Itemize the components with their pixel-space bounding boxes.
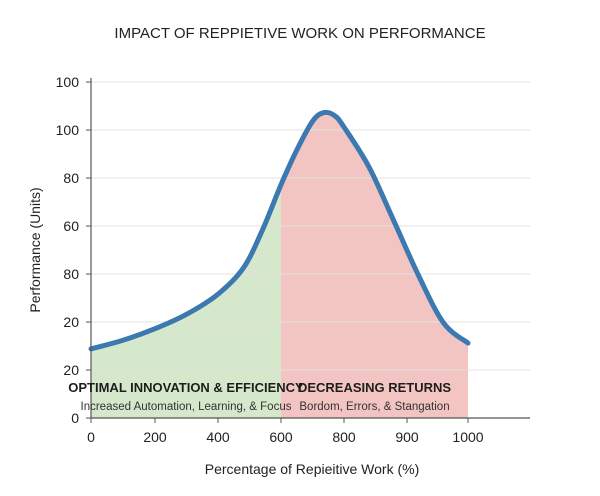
- y-tick-label: 20: [63, 314, 79, 330]
- zone-text-layer: OPTIMAL INNOVATION & EFFICIENCY Increased…: [68, 380, 451, 413]
- y-tick-label: 20: [63, 362, 79, 378]
- x-tick-label: 0: [87, 429, 95, 445]
- y-tick-label: 80: [63, 266, 79, 282]
- y-tick-label: 80: [63, 170, 79, 186]
- x-tick-label: 900: [395, 429, 419, 445]
- x-tick-label: 600: [269, 429, 293, 445]
- zone-title-2: DECREASING RETURNS: [298, 380, 451, 395]
- zone-area-1: [91, 184, 281, 418]
- zone-area-2: [281, 112, 468, 418]
- grid-layer: [91, 81, 530, 371]
- x-tick-label: 400: [206, 429, 230, 445]
- line-layer: [88, 109, 471, 352]
- chart-title: IMPACT OF REPPIETIVE WORK ON PERFORMANCE: [114, 25, 485, 42]
- zones-layer: [91, 112, 468, 418]
- x-axis-label: Percentage of Repieitive Work (%): [205, 461, 420, 477]
- y-tick-label: 100: [56, 122, 80, 138]
- x-tick-label: 800: [332, 429, 356, 445]
- y-tick-label: 60: [63, 218, 79, 234]
- zone-title-1: OPTIMAL INNOVATION & EFFICIENCY: [68, 380, 304, 395]
- y-axis-label: Performance (Units): [27, 187, 43, 312]
- zone-subtitle-1: Increased Automation, Learning, & Focus: [81, 401, 292, 413]
- y-tick-label: 100: [56, 74, 80, 90]
- x-tick-label: 200: [143, 429, 167, 445]
- zone-subtitle-2: Bordom, Errors, & Stangation: [299, 401, 449, 413]
- x-tick-label: 1000: [452, 429, 483, 445]
- y-tick-label: 0: [71, 410, 79, 426]
- performance-line: [88, 109, 471, 352]
